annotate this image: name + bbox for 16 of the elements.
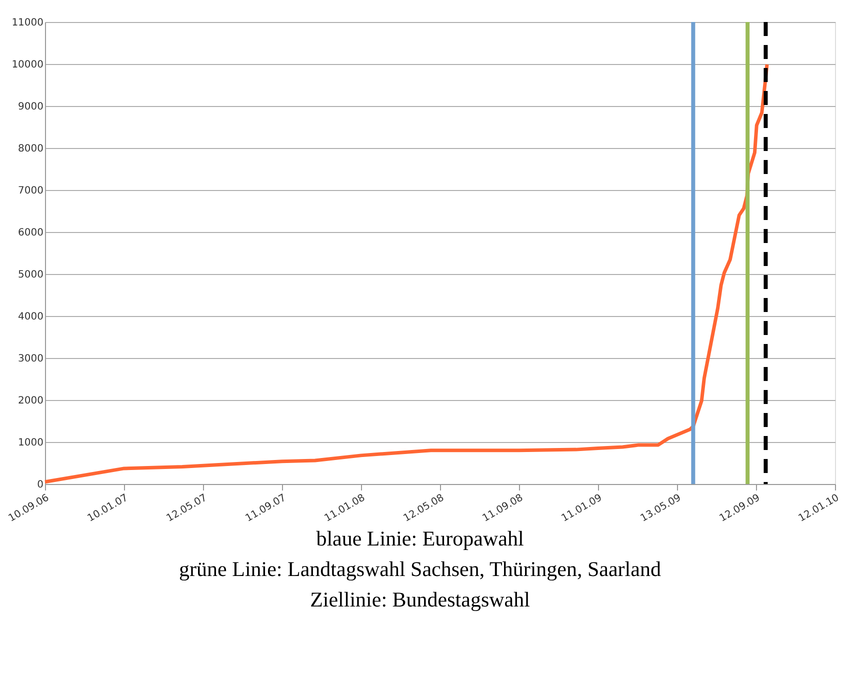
y-tick-label: 9000 xyxy=(18,102,44,112)
y-tick-label: 7000 xyxy=(18,186,44,196)
y-tick-label: 10000 xyxy=(12,60,44,70)
y-tick-label: 8000 xyxy=(18,144,44,154)
y-tick-label: 4000 xyxy=(18,312,44,322)
line-series xyxy=(43,62,769,484)
y-tick-label: 11000 xyxy=(12,18,44,28)
text: grüne Linie: Landtagswahl Sachsen, Thüringen, Saarland xyxy=(179,557,662,581)
y-tick-label: 0 xyxy=(37,480,44,490)
y-tick-label: 1000 xyxy=(18,438,44,448)
text: Ziellinie: Bundestagswahl xyxy=(310,588,530,612)
y-tick-label: 3000 xyxy=(18,354,44,364)
y-tick-label: 6000 xyxy=(18,228,44,238)
y-tick-label: 5000 xyxy=(18,270,44,280)
text: blaue Linie: Europawahl xyxy=(316,526,524,550)
y-tick-label: 2000 xyxy=(18,396,44,406)
